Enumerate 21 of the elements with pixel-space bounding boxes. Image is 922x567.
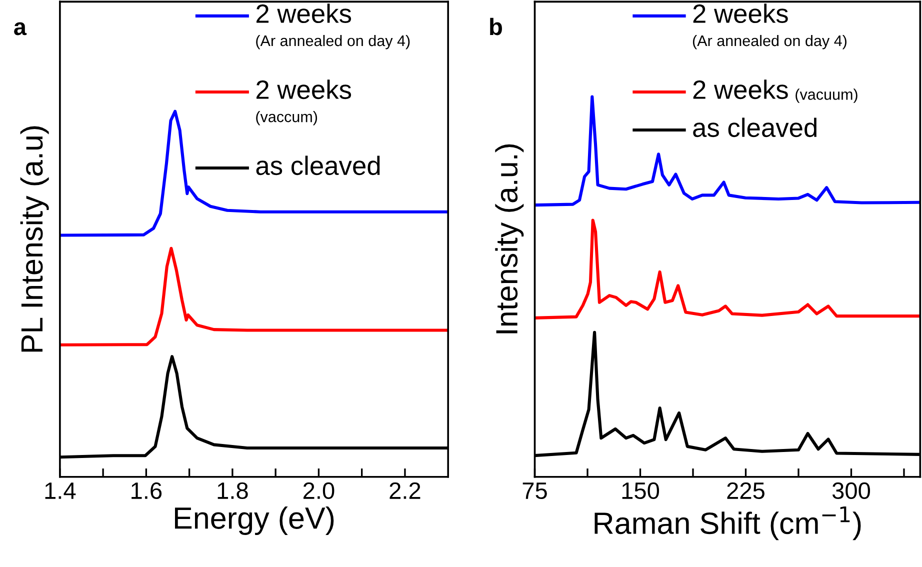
x-axis-title: Energy (eV)	[175, 506, 334, 535]
x-tick-label: 1.8	[218, 482, 248, 500]
x-axis-title: Raman Shift (cm$^{−1}$)	[594, 506, 861, 540]
legend-label: as cleaved	[256, 156, 380, 176]
x-tick-label: 150	[622, 482, 660, 500]
x-tick-label: 300	[832, 482, 870, 500]
legend-label: 2 weeks (vacuum)	[693, 80, 858, 103]
legend-label: 2 weeks (Ar annealed on day 4)	[256, 4, 410, 50]
x-tick-label: 2.2	[390, 482, 420, 499]
x-tick-label: 1.4	[45, 482, 76, 499]
chart-title: b	[490, 18, 502, 36]
chart-title: a	[14, 22, 27, 36]
legend-label: 2 weeks (vaccum)	[256, 80, 352, 126]
x-tick-label: 75	[522, 482, 547, 500]
x-tick-label: 2.0	[303, 482, 334, 500]
legend-label: 2 weeks (Ar annealed on day 4)	[692, 4, 846, 50]
x-tick-label: 225	[727, 482, 764, 500]
x-tick-label: 1.6	[132, 482, 162, 500]
y-axis-title: PL Intensity (a.u)	[20, 126, 49, 352]
legend-label: as cleaved	[693, 118, 816, 138]
y-axis-title: Intensity (a.u.)	[495, 144, 524, 334]
